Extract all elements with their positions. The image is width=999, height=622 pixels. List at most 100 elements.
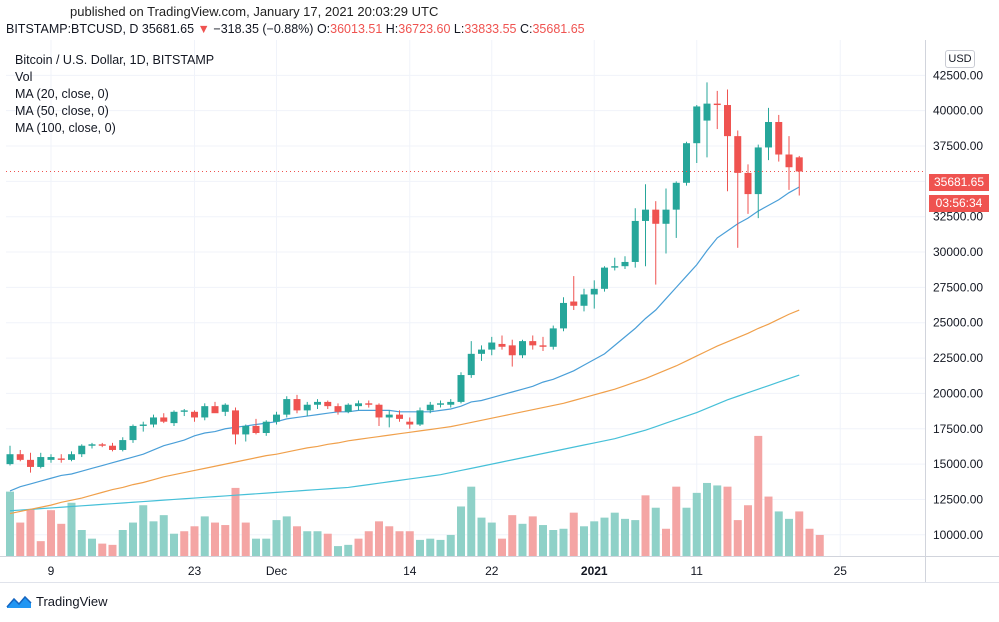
volume-bar xyxy=(600,517,609,556)
volume-bar xyxy=(344,544,353,556)
volume-bar xyxy=(354,538,363,556)
volume-bar xyxy=(426,538,435,556)
candle-body xyxy=(539,345,547,347)
ma100-line xyxy=(9,374,800,512)
candle-body xyxy=(355,403,362,407)
volume-bar xyxy=(77,530,86,556)
candle-body xyxy=(693,106,701,144)
y-tick-label: 42500.00 xyxy=(933,68,983,82)
volume-bar xyxy=(662,528,670,556)
candle-body xyxy=(734,136,742,173)
volume-bar xyxy=(88,538,96,556)
volume-bar xyxy=(303,531,312,556)
volume-bar xyxy=(733,520,742,556)
legend-ma20[interactable]: MA (20, close, 0) xyxy=(15,87,109,101)
volume-bar xyxy=(252,538,260,556)
legend-ma100[interactable]: MA (100, close, 0) xyxy=(15,121,116,135)
y-tick-label: 30000.00 xyxy=(933,245,983,259)
y-tick-label: 32500.00 xyxy=(933,210,983,224)
volume-bar xyxy=(815,534,824,556)
candle-body xyxy=(68,454,75,460)
volume-bar xyxy=(180,531,189,556)
candle-body xyxy=(601,267,608,289)
candle-body xyxy=(16,454,24,460)
volume-bar xyxy=(272,520,281,556)
volume-bar xyxy=(262,538,271,556)
candle-body xyxy=(642,209,649,221)
volume-bar xyxy=(754,435,763,556)
candle-body xyxy=(611,266,619,268)
volume-bar xyxy=(129,522,137,556)
ma50-line xyxy=(9,309,800,515)
y-tick-label: 15000.00 xyxy=(933,457,983,471)
volume-bar xyxy=(682,507,691,556)
candle-body xyxy=(396,414,403,419)
candle-body xyxy=(252,425,260,434)
candle-body xyxy=(180,410,188,412)
candle-body xyxy=(211,406,219,414)
candle-body xyxy=(283,399,291,415)
candle-body xyxy=(754,147,762,195)
ohlc-header: BITSTAMP:BTCUSD, D 35681.65 ▼ −318.35 (−… xyxy=(6,22,585,36)
candle-body xyxy=(467,353,475,376)
candle-body xyxy=(508,345,516,356)
y-tick-label: 37500.00 xyxy=(933,139,983,153)
candle-body xyxy=(27,459,34,467)
candle-body xyxy=(621,261,629,267)
candle-body xyxy=(580,294,588,306)
candle-body xyxy=(549,328,557,347)
candle-body xyxy=(519,341,526,356)
volume-bar xyxy=(47,510,55,556)
volume-bar xyxy=(334,546,342,556)
tradingview-logo[interactable]: TradingView xyxy=(6,594,108,609)
candle-body xyxy=(529,341,537,346)
volume-bar xyxy=(487,522,496,556)
candle-body xyxy=(795,157,803,172)
candle-body xyxy=(713,103,721,106)
volume-bar xyxy=(57,523,66,556)
legend-title[interactable]: Bitcoin / U.S. Dollar, 1D, BITSTAMP xyxy=(15,53,215,67)
candle-body xyxy=(447,401,455,405)
y-tick-label: 40000.00 xyxy=(933,104,983,118)
tradingview-logo-icon xyxy=(6,595,32,608)
volume-bar xyxy=(108,544,117,556)
countdown-badge: 03:56:34 xyxy=(929,195,989,212)
volume-bar xyxy=(16,522,25,556)
x-tick-label: Dec xyxy=(266,564,287,578)
volume-bar xyxy=(149,521,158,556)
candle-body xyxy=(457,375,465,402)
x-tick-label: 2021 xyxy=(581,564,608,578)
volume-bar xyxy=(621,518,629,556)
candle-body xyxy=(170,411,178,424)
candle-body xyxy=(406,421,414,425)
volume-bar xyxy=(580,526,588,556)
volume-bar xyxy=(518,523,527,556)
candle-body xyxy=(47,457,55,460)
x-tick-label: 14 xyxy=(403,564,417,578)
legend-ma50[interactable]: MA (50, close, 0) xyxy=(15,104,109,118)
volume-bar xyxy=(231,487,240,556)
published-note: published on TradingView.com, January 17… xyxy=(70,4,439,19)
candle-body xyxy=(560,302,567,329)
volume-bar xyxy=(375,521,383,556)
candle-body xyxy=(672,182,680,210)
volume-bar xyxy=(590,521,599,556)
volume-bar xyxy=(118,530,127,556)
candle-body xyxy=(201,406,209,418)
candle-body xyxy=(293,399,301,411)
volume-bar xyxy=(641,495,650,556)
candle-body xyxy=(221,404,229,412)
currency-button[interactable]: USD xyxy=(945,50,975,68)
volume-bar xyxy=(539,525,547,556)
high-value: 36723.60 xyxy=(398,22,451,36)
volume-bar xyxy=(774,511,783,556)
candle-body xyxy=(109,445,116,450)
volume-bar xyxy=(805,528,814,556)
volume-bar xyxy=(795,511,804,556)
chart-legend: Bitcoin / U.S. Dollar, 1D, BITSTAMP Vol … xyxy=(15,52,214,137)
x-tick-label: 22 xyxy=(485,564,499,578)
candle-body xyxy=(37,457,45,467)
low-label: L: xyxy=(453,22,465,36)
legend-vol[interactable]: Vol xyxy=(15,70,33,84)
